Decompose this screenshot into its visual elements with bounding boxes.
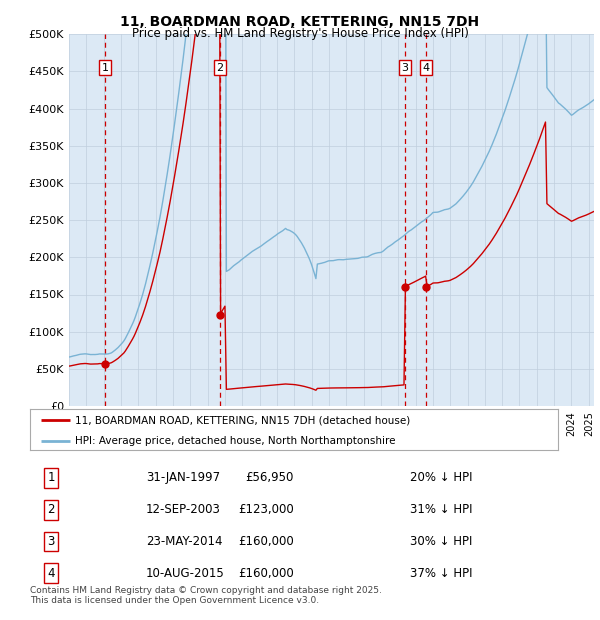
Text: 11, BOARDMAN ROAD, KETTERING, NN15 7DH (detached house): 11, BOARDMAN ROAD, KETTERING, NN15 7DH (…	[75, 415, 410, 425]
Text: 2: 2	[47, 503, 55, 516]
Text: 4: 4	[47, 567, 55, 580]
Text: £160,000: £160,000	[238, 567, 294, 580]
Text: 23-MAY-2014: 23-MAY-2014	[146, 535, 223, 548]
Text: 12-SEP-2003: 12-SEP-2003	[146, 503, 221, 516]
Text: £123,000: £123,000	[238, 503, 294, 516]
Text: 37% ↓ HPI: 37% ↓ HPI	[410, 567, 473, 580]
Text: 31% ↓ HPI: 31% ↓ HPI	[410, 503, 473, 516]
Text: £160,000: £160,000	[238, 535, 294, 548]
Text: 4: 4	[422, 63, 430, 73]
Text: 1: 1	[101, 63, 109, 73]
Text: 30% ↓ HPI: 30% ↓ HPI	[410, 535, 473, 548]
Text: 3: 3	[47, 535, 55, 548]
Text: 20% ↓ HPI: 20% ↓ HPI	[410, 471, 473, 484]
Text: HPI: Average price, detached house, North Northamptonshire: HPI: Average price, detached house, Nort…	[75, 436, 395, 446]
Text: 31-JAN-1997: 31-JAN-1997	[146, 471, 220, 484]
Text: 11, BOARDMAN ROAD, KETTERING, NN15 7DH: 11, BOARDMAN ROAD, KETTERING, NN15 7DH	[121, 16, 479, 30]
Text: Price paid vs. HM Land Registry's House Price Index (HPI): Price paid vs. HM Land Registry's House …	[131, 27, 469, 40]
Text: 2: 2	[217, 63, 223, 73]
Text: Contains HM Land Registry data © Crown copyright and database right 2025.
This d: Contains HM Land Registry data © Crown c…	[30, 586, 382, 605]
Text: 1: 1	[47, 471, 55, 484]
Text: 3: 3	[401, 63, 408, 73]
Text: 10-AUG-2015: 10-AUG-2015	[146, 567, 225, 580]
Text: £56,950: £56,950	[245, 471, 294, 484]
